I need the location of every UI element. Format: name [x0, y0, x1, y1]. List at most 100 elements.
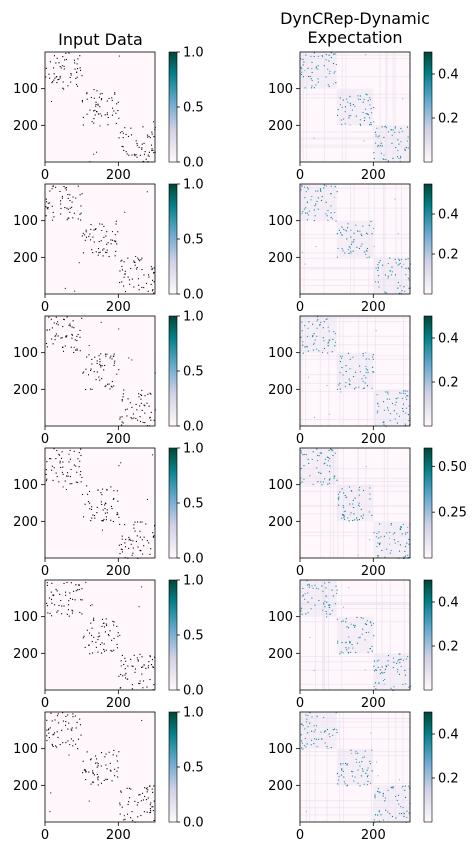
heatmap-cell: [361, 633, 363, 635]
heatmap-cell: [355, 652, 357, 654]
heatmap-cell: [377, 269, 379, 272]
heatmap-cell: [143, 153, 145, 155]
heatmap-cell: [69, 194, 71, 196]
heatmap-cell: [326, 456, 328, 458]
heatmap-cell: [96, 360, 98, 362]
heatmap-cell: [119, 802, 121, 804]
heatmap-cell: [348, 520, 350, 522]
heatmap-cell: [92, 772, 94, 774]
heatmap-cell: [151, 148, 153, 150]
x-tick-label: 0: [296, 828, 304, 843]
heatmap-cell: [105, 385, 107, 387]
colorbar-tick-label: 1.0: [183, 46, 204, 61]
heatmap-cell: [124, 818, 126, 820]
heatmap-cell: [103, 622, 105, 624]
heatmap-cell: [363, 98, 365, 100]
heatmap-cell: [127, 257, 129, 259]
heatmap-cell: [312, 451, 314, 453]
heatmap-cell: [322, 337, 324, 339]
y-tick-label: 200: [13, 515, 38, 530]
heatmap-cell: [400, 806, 402, 808]
heatmap-cell: [339, 372, 341, 374]
heatmap-cell: [134, 261, 136, 263]
heatmap-cell: [104, 364, 106, 366]
heatmap-cell: [315, 66, 317, 68]
heatmap-cell: [53, 733, 55, 735]
heatmap-cell: [336, 191, 338, 193]
heatmap-cell: [353, 239, 355, 241]
heatmap-cell: [358, 518, 360, 521]
heatmap-cell: [382, 819, 385, 821]
heatmap-cell: [76, 335, 78, 337]
heatmap-cell: [327, 326, 329, 328]
heatmap-cell: [84, 239, 86, 241]
heatmap-cell: [313, 343, 315, 345]
colorbar-tick-label: 0.0: [183, 684, 204, 699]
heatmap-cell: [300, 723, 302, 725]
heatmap-cell: [374, 131, 377, 133]
heatmap-cell: [336, 731, 338, 734]
heatmap-cell: [359, 119, 361, 121]
heatmap-cell: [393, 686, 395, 688]
heatmap-cell: [140, 800, 142, 802]
heatmap-cell: [315, 738, 318, 740]
heatmap-cell: [370, 108, 372, 110]
heatmap-cell: [152, 149, 154, 151]
x-tick-label: 0: [41, 564, 49, 579]
heatmap-cell: [301, 212, 303, 214]
heatmap-cell: [354, 105, 356, 107]
heatmap-cell: [52, 734, 54, 736]
heatmap-cell: [96, 111, 98, 113]
colorbar-tick-label: 1.0: [183, 574, 204, 589]
heatmap-streak: [333, 448, 334, 558]
heatmap-cell: [352, 250, 354, 252]
heatmap-cell: [384, 668, 386, 670]
heatmap-cell: [334, 728, 336, 730]
heatmap-cell: [305, 346, 307, 348]
heatmap-cell: [392, 129, 394, 131]
heatmap-cell: [343, 518, 346, 520]
heatmap-cell: [117, 632, 119, 634]
heatmap-cell: [327, 219, 329, 221]
heatmap-cell: [302, 454, 304, 456]
heatmap-cell: [345, 641, 347, 643]
heatmap-cell: [96, 512, 98, 514]
heatmap-cell: [60, 457, 63, 459]
colorbar: [168, 711, 178, 823]
heatmap-cell: [400, 156, 402, 158]
heatmap-cell: [383, 158, 385, 160]
heatmap-cell: [96, 773, 98, 776]
heatmap-cell: [347, 784, 349, 786]
heatmap-cell: [152, 806, 154, 808]
heatmap-cell: [336, 729, 338, 731]
heatmap-cell: [357, 769, 359, 771]
heatmap-cell: [51, 469, 53, 471]
heatmap-cell: [97, 113, 99, 115]
heatmap-cell: [113, 624, 115, 626]
heatmap-cell: [325, 587, 327, 589]
heatmap-cell: [300, 189, 302, 191]
heatmap-cell: [111, 508, 113, 510]
heatmap-cell: [105, 623, 107, 625]
heatmap-cell: [372, 358, 374, 360]
heatmap-cell: [306, 743, 308, 745]
heatmap-cell: [327, 84, 329, 86]
colorbar: [423, 51, 433, 163]
heatmap-cell: [355, 387, 357, 389]
heatmap-cell: [369, 621, 371, 623]
heatmap-cell: [301, 747, 303, 749]
heatmap-cell: [328, 449, 330, 451]
heatmap-cell: [400, 292, 402, 294]
heatmap-cell: [51, 720, 53, 722]
heatmap-cell: [368, 631, 370, 633]
heatmap-streak: [300, 604, 410, 605]
heatmap-cell: [310, 199, 312, 201]
heatmap-cell: [146, 402, 148, 404]
heatmap-cell: [135, 540, 137, 543]
heatmap-cell: [360, 617, 362, 619]
heatmap-cell: [75, 465, 77, 467]
heatmap-cell: [300, 477, 302, 479]
y-tick-label: 200: [13, 647, 38, 662]
